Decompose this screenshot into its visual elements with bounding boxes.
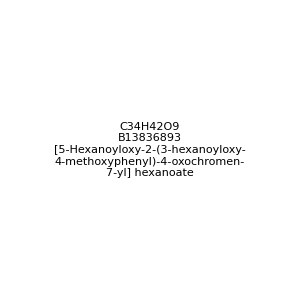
Text: C34H42O9
B13836893
[5-Hexanoyloxy-2-(3-hexanoyloxy-
4-methoxyphenyl)-4-oxochrome: C34H42O9 B13836893 [5-Hexanoyloxy-2-(3-h…	[54, 122, 246, 178]
